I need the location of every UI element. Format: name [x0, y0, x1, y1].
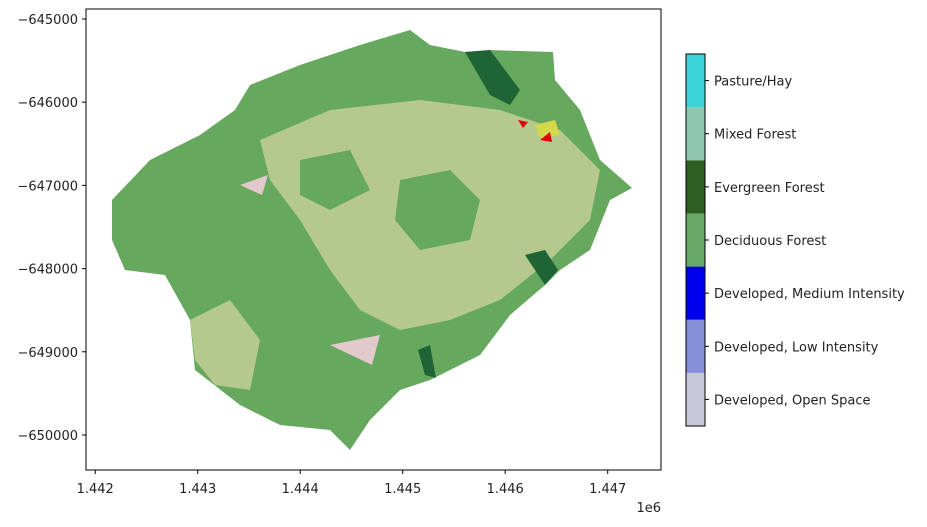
colorbar-segment — [686, 54, 705, 108]
colorbar-label: Developed, Low Intensity — [714, 340, 879, 355]
y-tick-label: −650000 — [17, 429, 78, 444]
y-tick-label: −645000 — [17, 13, 78, 28]
y-tick-label: −647000 — [17, 179, 78, 194]
x-tick-label: 1.442 — [77, 482, 114, 497]
y-tick-label: −648000 — [17, 263, 78, 278]
colorbar-label: Evergreen Forest — [714, 181, 825, 196]
colorbar-label: Mixed Forest — [714, 128, 796, 143]
colorbar-label: Pasture/Hay — [714, 75, 793, 90]
land-cover-map — [112, 30, 632, 450]
colorbar-label: Developed, Medium Intensity — [714, 287, 905, 302]
colorbar-segment — [686, 107, 705, 161]
x-tick-label: 1.443 — [179, 482, 216, 497]
x-tick-label: 1.446 — [487, 482, 524, 497]
colorbar-segment — [686, 266, 705, 320]
colorbar-label: Deciduous Forest — [714, 234, 826, 249]
axes-frame — [85, 8, 662, 471]
y-tick-label: −646000 — [17, 96, 78, 111]
colorbar-segment — [686, 372, 705, 426]
colorbar-segment — [686, 319, 705, 373]
colorbar-segment — [686, 160, 705, 214]
colorbar-segment — [686, 213, 705, 267]
x-tick-label: 1.445 — [384, 482, 421, 497]
colorbar-label: Developed, Open Space — [714, 393, 871, 408]
y-tick-label: −649000 — [17, 346, 78, 361]
x-tick-label: 1.444 — [282, 482, 319, 497]
x-tick-label: 1.447 — [589, 482, 626, 497]
x-offset-label: 1e6 — [636, 501, 661, 516]
